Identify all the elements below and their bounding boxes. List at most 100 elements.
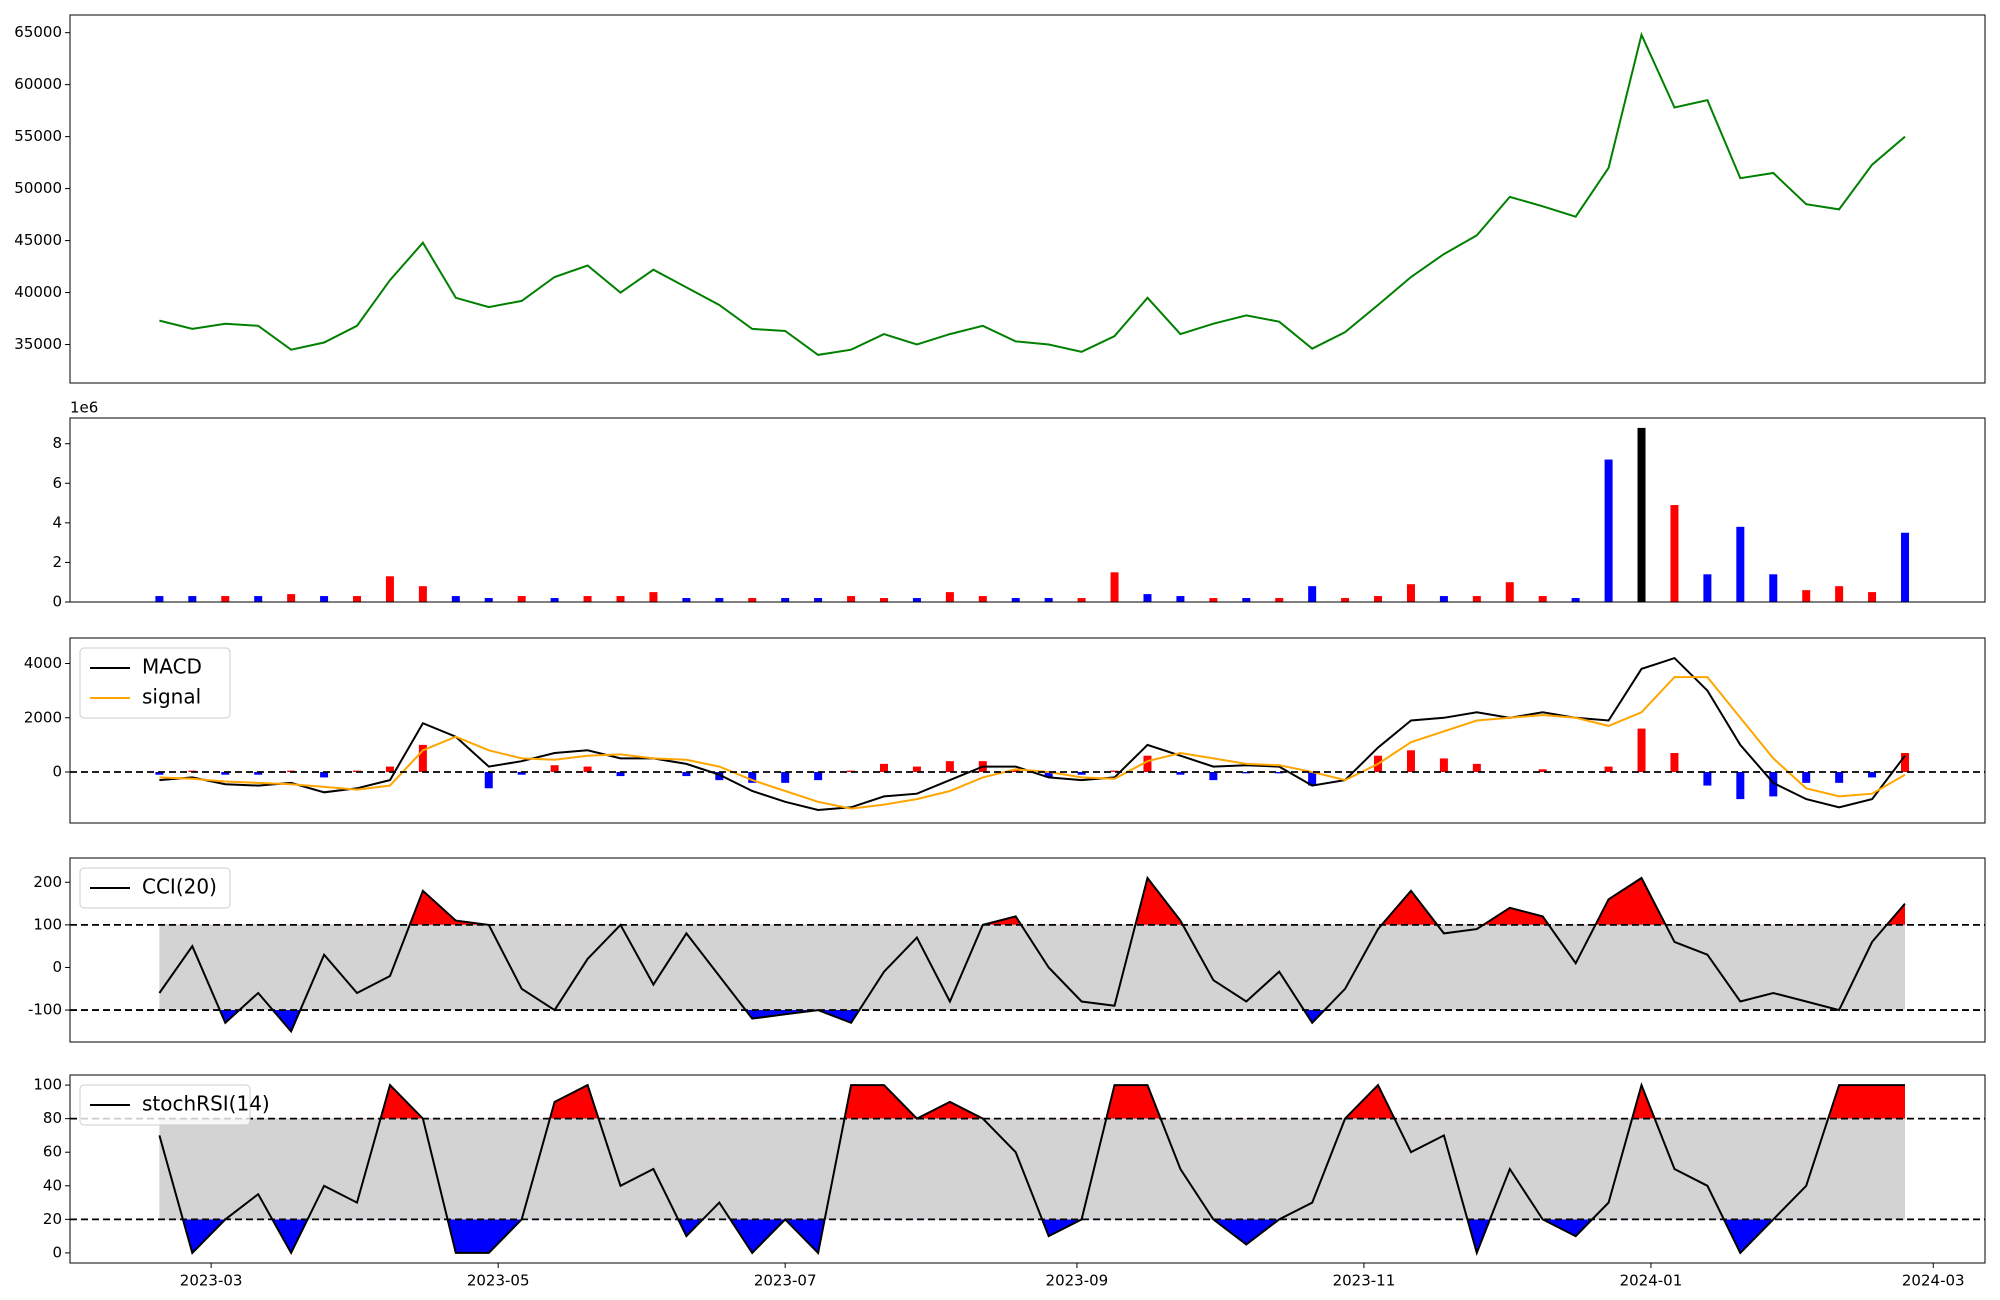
volume-bar — [1835, 586, 1844, 602]
histogram-bar — [1769, 772, 1778, 797]
histogram-bar — [1275, 772, 1284, 774]
volume-bar — [353, 596, 362, 602]
y-tick-label: 2 — [52, 553, 62, 571]
histogram-bar — [715, 772, 724, 781]
histogram-bar — [912, 766, 921, 773]
y-tick-label: 50000 — [14, 179, 62, 197]
y-tick-label: 4 — [52, 513, 62, 531]
volume-bar — [1044, 598, 1053, 602]
x-tick-label: 2024-01 — [1620, 1272, 1683, 1290]
volume-bar — [682, 598, 691, 602]
histogram-bar — [1802, 772, 1811, 783]
volume-bar — [221, 596, 230, 602]
y-tick-label: 55000 — [14, 127, 62, 145]
y-tick-label: 6 — [52, 474, 62, 492]
volume-bar — [1703, 574, 1712, 602]
legend-label: CCI(20) — [142, 875, 217, 899]
neutral-band — [159, 1118, 1906, 1220]
volume-bar — [1868, 592, 1877, 602]
x-tick-label: 2023-05 — [467, 1272, 530, 1290]
histogram-bar — [1637, 728, 1646, 773]
volume-bar — [1736, 526, 1745, 602]
volume-bar — [1505, 582, 1514, 602]
histogram-bar — [1670, 753, 1679, 773]
volume-bar — [1637, 427, 1646, 602]
volume-bar — [418, 586, 427, 602]
legend-box — [79, 647, 231, 719]
volume-bar — [1604, 459, 1613, 602]
histogram-bar — [583, 766, 592, 773]
volume-bar — [583, 596, 592, 602]
series-line — [158, 1081, 1905, 1257]
volume-bar — [1901, 532, 1910, 602]
volume-bar — [1011, 598, 1020, 602]
x-tick-label: 2023-03 — [180, 1272, 243, 1290]
y-tick-label: 4000 — [24, 654, 62, 672]
histogram-bar — [781, 772, 790, 783]
histogram-bar — [418, 744, 427, 773]
histogram-bar — [1406, 750, 1415, 773]
volume-bar — [1275, 598, 1284, 602]
histogram-bar — [484, 772, 493, 789]
histogram-bar — [1242, 772, 1251, 774]
histogram-bar — [517, 772, 526, 775]
volume-bar — [748, 598, 757, 602]
volume-bar — [1308, 586, 1317, 602]
volume-bar — [1472, 596, 1481, 602]
histogram-bar — [748, 772, 757, 783]
histogram-bar — [1044, 772, 1053, 778]
oversold-fill — [159, 1219, 1906, 1253]
axis-offset-label: 1e6 — [70, 399, 98, 417]
legend-label: MACD — [142, 655, 202, 679]
volume-bar — [1538, 596, 1547, 602]
histogram-bar — [1439, 758, 1448, 773]
series-line — [159, 676, 1906, 810]
y-tick-label: 200 — [33, 873, 62, 891]
volume-bar — [1176, 596, 1185, 602]
histogram-bar — [155, 772, 164, 775]
y-tick-label: -100 — [28, 1001, 62, 1019]
series-line — [158, 875, 1906, 1034]
volume-bar — [1802, 590, 1811, 602]
y-tick-label: 0 — [52, 763, 62, 781]
histogram-bar — [1209, 772, 1218, 781]
volume-bar — [1439, 596, 1448, 602]
x-tick-label: 2024-03 — [1902, 1272, 1965, 1290]
histogram-bar — [616, 772, 625, 777]
legend-label: signal — [142, 685, 201, 709]
panel-frame — [69, 857, 1986, 1043]
volume-bar — [517, 596, 526, 602]
panel-frame — [69, 1074, 1986, 1264]
volume-bar — [616, 596, 625, 602]
volume-bar — [879, 598, 888, 602]
histogram-bar — [385, 766, 394, 773]
x-tick-label: 2023-11 — [1333, 1272, 1396, 1290]
volume-bar — [1406, 584, 1415, 602]
volume-bar — [1143, 594, 1152, 602]
panel-frame — [69, 14, 1986, 384]
volume-bar — [550, 598, 559, 602]
y-tick-label: 100 — [33, 1076, 62, 1094]
y-tick-label: 65000 — [14, 23, 62, 41]
x-tick-label: 2023-09 — [1046, 1272, 1109, 1290]
legend-box — [79, 1084, 251, 1126]
histogram-bar — [1011, 769, 1020, 773]
neutral-band — [159, 924, 1906, 1011]
volume-bar — [451, 596, 460, 602]
panel-frame — [69, 637, 1986, 824]
y-tick-label: 35000 — [14, 335, 62, 353]
histogram-bar — [1077, 772, 1086, 775]
histogram-bar — [814, 772, 823, 781]
histogram-bar — [945, 761, 954, 773]
volume-bar — [1341, 598, 1350, 602]
volume-bar — [715, 598, 724, 602]
volume-bar — [385, 576, 394, 602]
volume-bar — [484, 598, 493, 602]
histogram-bar — [254, 772, 263, 775]
series-line — [159, 31, 1906, 356]
y-tick-label: 8 — [52, 434, 62, 452]
histogram-bar — [550, 765, 559, 773]
y-tick-label: 40000 — [14, 283, 62, 301]
volume-bar — [1242, 598, 1251, 602]
histogram-bar — [1604, 766, 1613, 773]
